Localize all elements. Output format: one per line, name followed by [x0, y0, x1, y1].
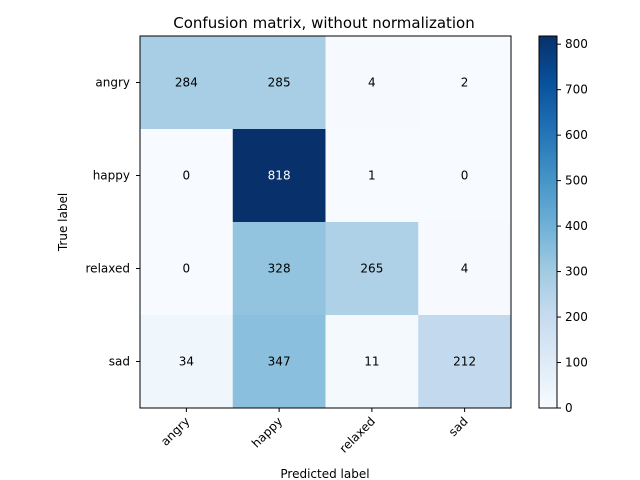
- y-axis-label: True label: [56, 193, 70, 252]
- y-tick-label: happy: [93, 169, 130, 183]
- heatmap-cell: [140, 222, 234, 316]
- colorbar-tick-label: 100: [565, 356, 588, 370]
- x-axis-label: Predicted label: [280, 467, 369, 480]
- colorbar-tick-label: 600: [565, 128, 588, 142]
- colorbar-tick-label: 400: [565, 219, 588, 233]
- heatmap-cell: [418, 315, 512, 409]
- heatmap-cell: [325, 222, 419, 316]
- heatmap-cell: [232, 129, 326, 223]
- cell-value-label: 0: [461, 169, 469, 183]
- heatmap-cell: [418, 129, 512, 223]
- colorbar-tick-label: 700: [565, 83, 588, 97]
- x-tick-label: sad: [446, 414, 471, 439]
- heatmap-cell: [418, 222, 512, 316]
- colorbar-tick-label: 200: [565, 310, 588, 324]
- heatmap-cell: [232, 315, 326, 409]
- heatmap-cell: [140, 315, 234, 409]
- colorbar-tick-label: 500: [565, 174, 588, 188]
- heatmap-cell: [418, 36, 512, 130]
- cell-value-label: 212: [453, 355, 476, 369]
- colorbar-tick-label: 0: [565, 401, 573, 415]
- heatmap-cell: [325, 315, 419, 409]
- colorbar-tick-label: 300: [565, 265, 588, 279]
- heatmap-cell: [232, 36, 326, 130]
- cell-value-label: 265: [360, 262, 383, 276]
- colorbar-ticks: 0 100 200 300 400 500 600 700 800: [557, 37, 588, 415]
- cell-value-label: 2: [461, 76, 469, 90]
- y-tick-label: angry: [95, 76, 130, 90]
- cell-value-label: 0: [183, 169, 191, 183]
- cell-value-label: 347: [268, 355, 291, 369]
- y-axis-ticks: angry happy relaxed sad: [86, 76, 140, 369]
- heatmap-cell: [325, 36, 419, 130]
- cell-value-label: 11: [364, 355, 379, 369]
- cell-value-label: 328: [268, 262, 291, 276]
- heatmap-cell: [140, 129, 234, 223]
- heatmap-cell: [325, 129, 419, 223]
- cell-value-label: 284: [175, 76, 198, 90]
- heatmap-cell: [140, 36, 234, 130]
- cell-value-label: 285: [268, 76, 291, 90]
- x-tick-label: happy: [249, 414, 285, 450]
- x-tick-label: relaxed: [337, 414, 378, 455]
- y-tick-label: relaxed: [86, 262, 130, 276]
- colorbar: [538, 35, 558, 409]
- heatmap-cell-labels: 284 285 4 2 0 818 1 0 0 328 265 4 34 347 11 212: [175, 76, 476, 369]
- cell-value-label: 1: [368, 169, 376, 183]
- y-tick-label: sad: [109, 355, 130, 369]
- cell-value-label: 34: [179, 355, 194, 369]
- cell-value-label: 818: [268, 169, 291, 183]
- heatmap-cells: [140, 36, 512, 409]
- chart-title: Confusion matrix, without normalization: [173, 14, 475, 32]
- x-tick-label: angry: [158, 414, 192, 448]
- cell-value-label: 0: [183, 262, 191, 276]
- cell-value-label: 4: [368, 76, 376, 90]
- heatmap-cell: [232, 222, 326, 316]
- colorbar-tick-label: 800: [565, 37, 588, 51]
- cell-value-label: 4: [461, 262, 469, 276]
- x-axis-ticks: angry happy relaxed sad: [158, 408, 471, 456]
- plot-frame: [139, 35, 512, 409]
